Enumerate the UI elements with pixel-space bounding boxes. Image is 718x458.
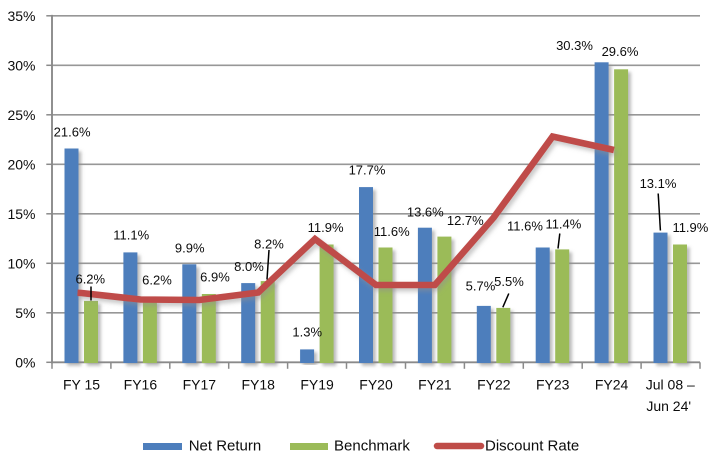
svg-text:5%: 5%	[15, 305, 35, 321]
svg-text:FY17: FY17	[183, 377, 217, 393]
svg-text:FY21: FY21	[418, 377, 452, 393]
svg-text:FY18: FY18	[241, 377, 275, 393]
svg-text:1.3%: 1.3%	[292, 325, 322, 340]
svg-text:12.7%: 12.7%	[447, 213, 484, 228]
svg-text:8.2%: 8.2%	[254, 236, 284, 251]
svg-text:35%: 35%	[7, 8, 35, 24]
svg-text:21.6%: 21.6%	[54, 124, 91, 139]
svg-text:13.6%: 13.6%	[407, 204, 444, 219]
svg-text:Jun 24': Jun 24'	[646, 398, 691, 414]
svg-text:8.0%: 8.0%	[234, 259, 264, 274]
svg-text:FY22: FY22	[477, 377, 511, 393]
svg-text:29.6%: 29.6%	[602, 44, 639, 59]
svg-text:11.6%: 11.6%	[374, 224, 410, 239]
svg-text:20%: 20%	[7, 157, 35, 173]
svg-text:Jul 08 –: Jul 08 –	[646, 377, 695, 393]
svg-text:0%: 0%	[15, 355, 35, 371]
svg-text:30%: 30%	[7, 58, 35, 74]
svg-text:FY24: FY24	[595, 377, 629, 393]
svg-text:FY 15: FY 15	[63, 377, 100, 393]
svg-text:6.2%: 6.2%	[75, 271, 105, 286]
svg-text:13.1%: 13.1%	[640, 176, 677, 191]
svg-text:6.9%: 6.9%	[200, 269, 230, 284]
svg-text:11.4%: 11.4%	[545, 216, 581, 231]
svg-text:5.7%: 5.7%	[466, 279, 496, 294]
svg-text:6.2%: 6.2%	[142, 272, 172, 287]
svg-text:Discount Rate: Discount Rate	[485, 438, 579, 455]
svg-text:11.9%: 11.9%	[308, 220, 344, 235]
svg-text:30.3%: 30.3%	[556, 38, 593, 53]
svg-text:FY23: FY23	[536, 377, 570, 393]
svg-text:FY16: FY16	[124, 377, 158, 393]
svg-text:5.5%: 5.5%	[494, 274, 524, 289]
svg-text:FY19: FY19	[300, 377, 334, 393]
svg-text:Benchmark: Benchmark	[334, 438, 410, 455]
svg-text:11.9%: 11.9%	[672, 220, 708, 235]
svg-text:Net Return: Net Return	[189, 438, 262, 455]
svg-text:9.9%: 9.9%	[175, 240, 205, 255]
svg-text:11.1%: 11.1%	[113, 227, 149, 242]
svg-text:25%: 25%	[7, 107, 35, 123]
svg-text:15%: 15%	[7, 206, 35, 222]
svg-text:17.7%: 17.7%	[349, 163, 386, 178]
svg-text:FY20: FY20	[359, 377, 393, 393]
svg-text:11.6%: 11.6%	[507, 219, 543, 234]
svg-text:10%: 10%	[7, 256, 35, 272]
